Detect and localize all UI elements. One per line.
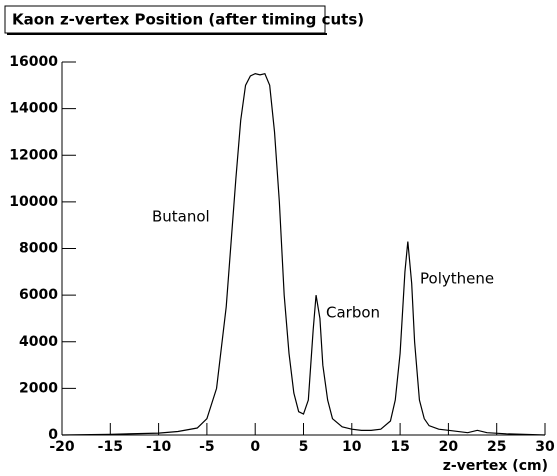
x-tick-label: -20 xyxy=(49,439,75,455)
title-shadow xyxy=(7,33,327,35)
x-tick-label: -15 xyxy=(98,439,123,455)
y-tick-label: 0 xyxy=(48,427,58,443)
y-tick-label: 6000 xyxy=(19,287,58,303)
x-axis-label: z-vertex (cm) xyxy=(443,458,548,474)
chart-title: Kaon z-vertex Position (after timing cut… xyxy=(12,11,364,29)
x-tick-label: 15 xyxy=(390,439,409,455)
x-tick-label: 20 xyxy=(439,439,459,455)
y-tick-label: 16000 xyxy=(9,54,58,70)
y-tick-label: 14000 xyxy=(9,101,58,117)
x-tick-label: -10 xyxy=(146,439,172,455)
x-tick-label: 25 xyxy=(487,439,506,455)
x-tick-label: 10 xyxy=(342,439,362,455)
y-tick-label: 2000 xyxy=(19,380,58,396)
x-tick-label: -5 xyxy=(199,439,215,455)
y-tick-label: 10000 xyxy=(9,194,58,210)
y-tick-label: 4000 xyxy=(19,334,58,350)
title-box xyxy=(4,5,326,34)
histogram-line xyxy=(61,72,546,436)
x-tick-label: 30 xyxy=(535,439,555,455)
y-tick-label: 12000 xyxy=(9,147,58,163)
x-tick-label: 5 xyxy=(299,439,309,455)
annotation: Carbon xyxy=(326,304,380,322)
annotation: Polythene xyxy=(420,270,494,288)
y-tick-label: 8000 xyxy=(19,241,58,257)
x-tick-label: 0 xyxy=(250,439,260,455)
annotation: Butanol xyxy=(152,208,210,226)
